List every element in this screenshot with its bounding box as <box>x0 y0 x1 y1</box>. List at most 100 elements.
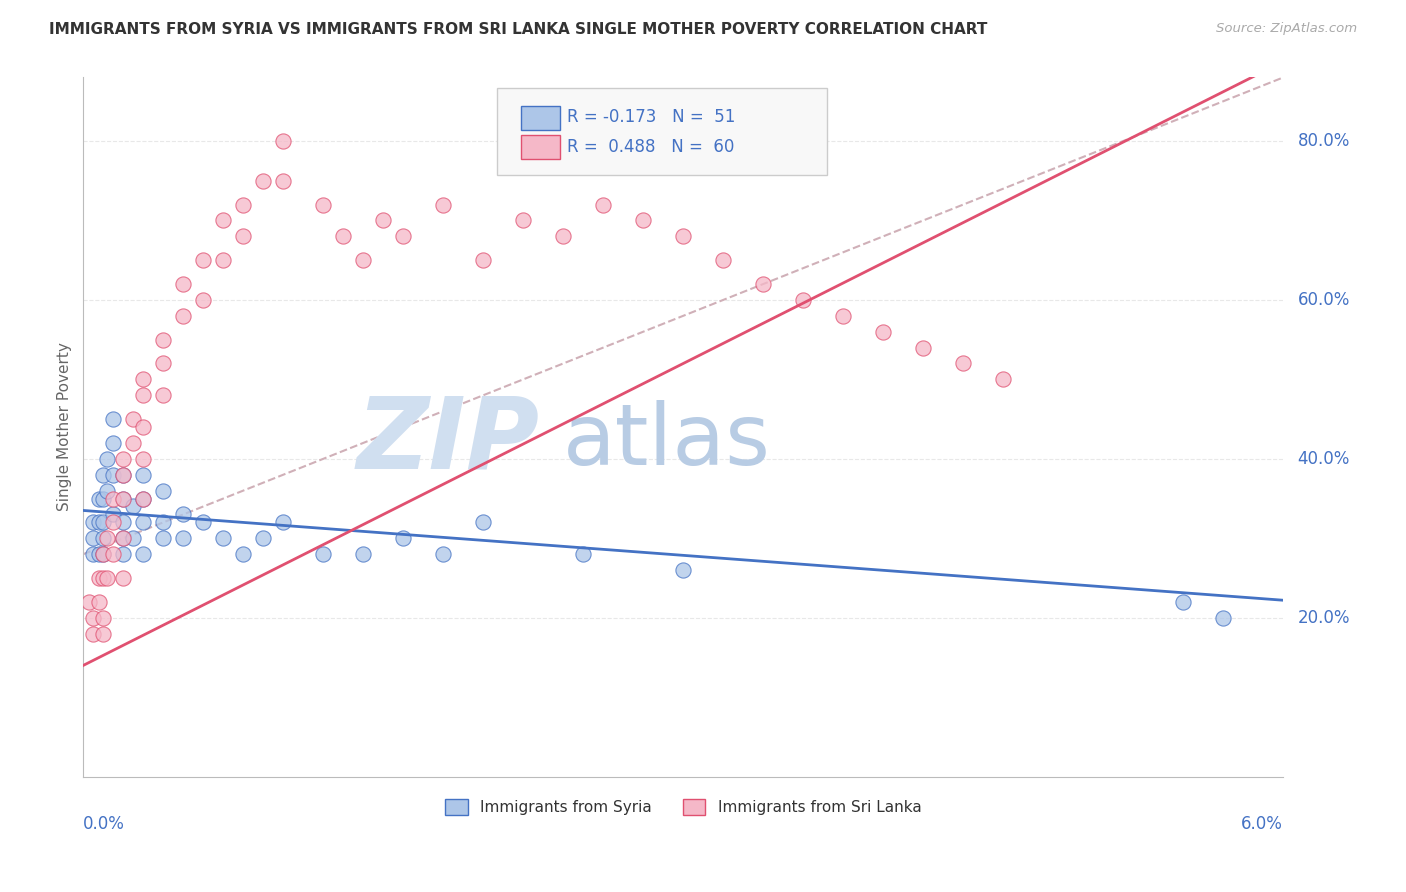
Point <box>132 516 155 530</box>
Point <box>91 547 114 561</box>
Point <box>271 516 294 530</box>
Point <box>82 531 104 545</box>
Point <box>112 467 135 482</box>
Point <box>312 197 335 211</box>
Point <box>152 333 174 347</box>
Point <box>132 388 155 402</box>
Point <box>112 516 135 530</box>
Point <box>132 491 155 506</box>
Point <box>711 253 734 268</box>
Point <box>103 491 125 506</box>
Point <box>103 516 125 530</box>
Point <box>152 516 174 530</box>
Point <box>271 174 294 188</box>
Point <box>122 531 145 545</box>
Point <box>79 595 101 609</box>
Point <box>152 356 174 370</box>
Point <box>592 197 614 211</box>
Point <box>172 531 194 545</box>
Point <box>193 516 215 530</box>
Point <box>91 571 114 585</box>
Text: R =  0.488   N =  60: R = 0.488 N = 60 <box>567 138 734 156</box>
Point <box>132 451 155 466</box>
Point <box>232 547 254 561</box>
Point <box>132 467 155 482</box>
Point <box>212 253 235 268</box>
Point <box>472 253 495 268</box>
Point <box>132 420 155 434</box>
Point <box>152 531 174 545</box>
Point <box>96 531 118 545</box>
Text: atlas: atlas <box>564 400 772 483</box>
Point <box>172 277 194 291</box>
Point <box>96 451 118 466</box>
Point <box>112 451 135 466</box>
Point <box>172 508 194 522</box>
Legend: Immigrants from Syria, Immigrants from Sri Lanka: Immigrants from Syria, Immigrants from S… <box>439 793 928 822</box>
Point <box>91 467 114 482</box>
Point <box>252 174 274 188</box>
Point <box>132 547 155 561</box>
Point <box>832 309 855 323</box>
Point <box>271 134 294 148</box>
Point <box>212 531 235 545</box>
Point <box>912 341 935 355</box>
Point <box>132 491 155 506</box>
Point <box>373 213 395 227</box>
Point <box>232 197 254 211</box>
Point <box>91 516 114 530</box>
Point <box>89 547 111 561</box>
Point <box>993 372 1015 386</box>
Point <box>91 531 114 545</box>
Point <box>112 571 135 585</box>
Point <box>792 293 814 307</box>
Point <box>89 516 111 530</box>
Point <box>91 626 114 640</box>
Text: IMMIGRANTS FROM SYRIA VS IMMIGRANTS FROM SRI LANKA SINGLE MOTHER POVERTY CORRELA: IMMIGRANTS FROM SYRIA VS IMMIGRANTS FROM… <box>49 22 987 37</box>
FancyBboxPatch shape <box>522 136 560 160</box>
Point <box>112 531 135 545</box>
Point <box>112 531 135 545</box>
Point <box>752 277 775 291</box>
Point <box>96 483 118 498</box>
Point <box>352 547 374 561</box>
Point <box>122 436 145 450</box>
Point <box>122 500 145 514</box>
Point <box>122 412 145 426</box>
Point <box>232 229 254 244</box>
Point <box>89 491 111 506</box>
Text: 0.0%: 0.0% <box>83 815 125 833</box>
Point <box>91 611 114 625</box>
Y-axis label: Single Mother Poverty: Single Mother Poverty <box>58 343 72 511</box>
Point <box>132 372 155 386</box>
Text: ZIP: ZIP <box>356 392 540 490</box>
Point <box>89 595 111 609</box>
Point <box>96 571 118 585</box>
Point <box>152 388 174 402</box>
Point <box>572 547 595 561</box>
FancyBboxPatch shape <box>498 88 827 176</box>
Point <box>103 467 125 482</box>
Point <box>392 531 415 545</box>
Text: Source: ZipAtlas.com: Source: ZipAtlas.com <box>1216 22 1357 36</box>
Point <box>82 626 104 640</box>
Point <box>432 197 454 211</box>
Point <box>82 516 104 530</box>
Point <box>112 491 135 506</box>
Point <box>512 213 534 227</box>
Text: 80.0%: 80.0% <box>1298 132 1350 150</box>
Point <box>1173 595 1195 609</box>
FancyBboxPatch shape <box>522 106 560 130</box>
Point <box>103 436 125 450</box>
Point <box>193 253 215 268</box>
Text: 60.0%: 60.0% <box>1298 291 1350 309</box>
Point <box>172 309 194 323</box>
Point <box>352 253 374 268</box>
Point <box>112 467 135 482</box>
Text: 20.0%: 20.0% <box>1298 608 1350 627</box>
Point <box>103 412 125 426</box>
Point <box>332 229 354 244</box>
Point <box>112 547 135 561</box>
Point <box>91 491 114 506</box>
Point <box>672 563 695 577</box>
